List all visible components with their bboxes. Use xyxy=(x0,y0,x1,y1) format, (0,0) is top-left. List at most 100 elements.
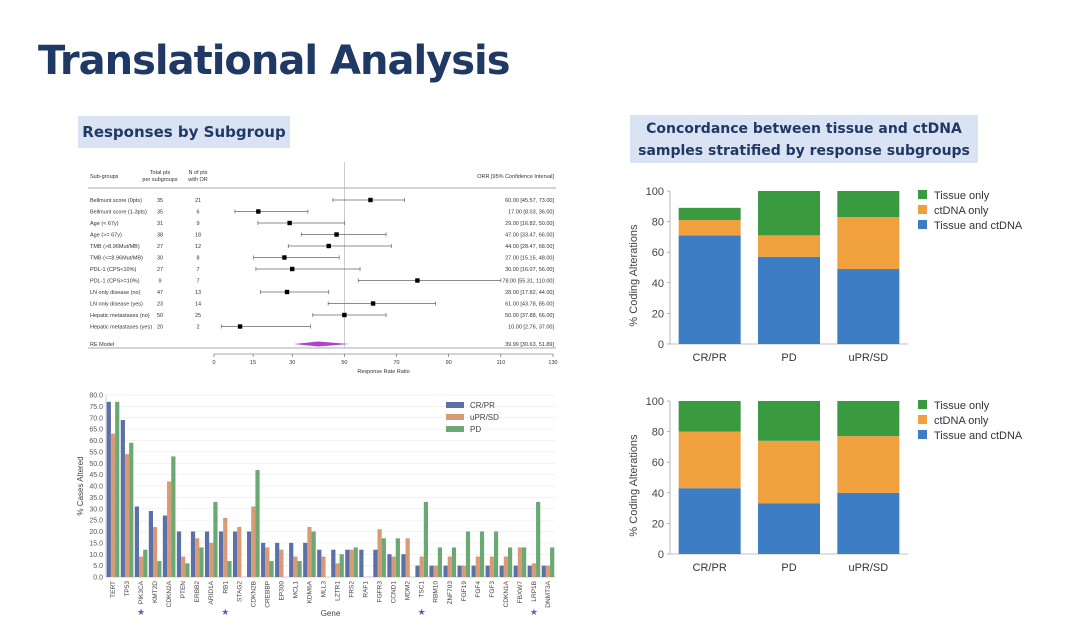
forest-point-bellmunt-score-1-3pts xyxy=(256,209,261,214)
genebar-bar-cdkn1a-upr-sd xyxy=(503,556,508,577)
forest-point-ln-only-disease-no xyxy=(284,289,290,295)
conc-top-ytick-0: 0 xyxy=(658,339,664,351)
conc-top-legend-swatch-ctdna-only xyxy=(918,205,927,214)
genebar-bar-znf703-upr-sd xyxy=(447,556,452,577)
genebar-bar-kdm6a-pd xyxy=(311,531,316,577)
genebar-bar-lrp1b-upr-sd xyxy=(531,563,537,577)
conc-bottom-legend-label-ctdna-only: ctDNA only xyxy=(934,415,989,427)
genebar-bar-mdm2-upr-sd xyxy=(405,538,410,577)
forest-xtick-label-70: 70 xyxy=(393,360,399,366)
genebar-bar-lrp1b-pd xyxy=(536,501,541,577)
conc-bottom-ytick-20: 20 xyxy=(652,518,664,530)
forest-value-tmb-8-96mut-mb: 44.00 [28.47, 68.00] xyxy=(505,244,554,250)
forest-n-age-67y: 18 xyxy=(195,233,201,239)
conc-top-bar-cr-pr-tissue-and-ctdna xyxy=(678,235,741,344)
forest-total-tmb-8-96mut-mb: 27 xyxy=(157,244,163,250)
genebar-xtick-fgf19: FGF19 xyxy=(461,581,468,602)
genebar-bar-fgf19-upr-sd xyxy=(461,565,466,577)
genebar-bar-mcl1-pd xyxy=(297,561,302,577)
genebar-bar-znf703-pd xyxy=(451,547,457,577)
genebar-xtick-rb1: RB1 xyxy=(222,581,229,594)
concordance-heading-line-2: samples stratified by response subgroups xyxy=(638,143,970,159)
forest-point-age-67y xyxy=(334,232,339,237)
genebar-star-pik3ca: ★ xyxy=(137,607,145,617)
genebar-bar-crebbp-pd xyxy=(269,561,274,577)
genebar-bar-mcl1-upr-sd xyxy=(293,556,298,577)
forest-total-hepatic-metastases-no: 50 xyxy=(157,313,163,319)
conc-top-bar-upr-sd-tissue-only xyxy=(837,191,900,218)
forest-value-ln-only-disease-yes: 61.00 [43.78, 85.00] xyxy=(505,302,554,308)
conc-bottom-legend-swatch-tissue-and-ctdna xyxy=(918,430,927,439)
genebar-bar-pik3ca-upr-sd xyxy=(138,556,144,577)
genebar-ytick-50-0: 50.0 xyxy=(89,461,103,468)
genebar-bar-mcl1-cr-pr xyxy=(289,542,294,577)
conc-bottom-bar-cr-pr-tissue-only xyxy=(678,401,741,432)
conc-bottom-bar-upr-sd-tissue-only xyxy=(837,401,900,437)
genebar-legend-label-pd: PD xyxy=(470,425,481,434)
forest-header-total-2: per subgroups xyxy=(142,177,177,183)
forest-value-hepatic-metastases-no: 50.00 [37.88, 66.00] xyxy=(505,313,554,319)
genebar-y-axis-label: % Cases Altered xyxy=(76,456,85,515)
forest-value-age-67y: 29.00 [16.82, 50.00] xyxy=(505,221,554,227)
conc-bottom-xtick-pd: PD xyxy=(781,562,796,574)
forest-point-bellmunt-score-0pts xyxy=(368,197,373,203)
genebar-xtick-tp53: TP53 xyxy=(124,581,131,597)
conc-top-legend-label-tissue-only: Tissue only xyxy=(934,190,990,202)
conc-top-legend-swatch-tissue-and-ctdna xyxy=(918,220,927,229)
genebar-xtick-tsc1: TSC1 xyxy=(419,581,426,598)
genebar-bar-arid1a-upr-sd xyxy=(209,542,214,577)
conc-bottom-bar-pd-tissue-and-ctdna xyxy=(758,503,820,554)
genebar-bar-cdkn2b-upr-sd xyxy=(251,506,256,577)
forest-label-ln-only-disease-no: LN only disease (no) xyxy=(90,290,141,296)
conc-top-y-axis-label: % Coding Alterations xyxy=(628,224,640,327)
genebar-legend-label-cr-pr: CR/PR xyxy=(470,401,495,410)
genebar-ytick-80-0: 80.0 xyxy=(89,393,103,400)
forest-n-tmb-8-96mut-mb: 8 xyxy=(196,256,199,262)
forest-total-age-67y: 38 xyxy=(157,233,163,239)
genebar-bar-ep300-upr-sd xyxy=(279,549,284,577)
genebar-bar-dnmt3a-cr-pr xyxy=(541,565,546,577)
genebar-bar-cdkn1a-pd xyxy=(507,547,513,577)
genebar-bar-kmt2d-cr-pr xyxy=(148,511,154,577)
genebar-bar-fgfr3-cr-pr xyxy=(373,549,378,577)
genebar-xtick-frs2: FRS2 xyxy=(349,581,356,598)
conc-top-bar-upr-sd-tissue-and-ctdna xyxy=(837,269,900,344)
genebar-bar-ccnd1-pd xyxy=(395,538,400,577)
genebar-bar-fgf3-pd xyxy=(493,531,499,577)
concordance-chart-bottom: 0 20 40 60 80 100 % Coding Alterations CR/PR PD u… xyxy=(628,396,1023,574)
genebar-bar-raf1-cr-pr xyxy=(359,549,364,577)
genebar-xtick-cdkn1a: CDKN1A xyxy=(503,580,510,607)
forest-label-tmb-8-96mut-mb: TMB (<=8.96Mut/MB) xyxy=(90,256,143,262)
forest-total-hepatic-metastases-yes: 20 xyxy=(157,325,163,331)
forest-value-bellmunt-score-0pts: 60.00 [45.57, 73.00] xyxy=(505,198,554,204)
genebar-bar-fbxw7-pd xyxy=(522,547,527,577)
genebar-ytick-35-0: 35.0 xyxy=(89,495,103,502)
genebar-xtick-mll3: MLL3 xyxy=(320,581,327,598)
genebar-bar-arid1a-pd xyxy=(213,501,218,577)
forest-value-bellmunt-score-1-3pts: 17.00 [8.03, 36.00] xyxy=(508,210,554,216)
genebar-bar-cdkn2a-pd xyxy=(171,456,176,577)
forest-total-bellmunt-score-1-3pts: 35 xyxy=(157,210,163,216)
genebar-xtick-lrp1b: LRP1B xyxy=(531,581,538,602)
page-title: Translational Analysis xyxy=(38,38,511,84)
conc-top-ytick-100: 100 xyxy=(646,186,664,198)
genebar-bar-kmt2d-upr-sd xyxy=(153,526,158,577)
genebar-bar-mdm2-cr-pr xyxy=(401,554,406,577)
conc-top-legend-swatch-tissue-only xyxy=(918,190,927,199)
forest-label-tmb-8-96mut-mb: TMB (>8.96Mut/MB) xyxy=(90,244,140,250)
genebar-ytick-75-0: 75.0 xyxy=(89,404,103,411)
genebar-bar-crebbp-cr-pr xyxy=(261,542,266,577)
genebar-ytick-45-0: 45.0 xyxy=(89,472,103,479)
forest-xtick-label-110: 110 xyxy=(496,360,505,366)
forest-label-re-model: RE Model xyxy=(90,342,114,348)
genebar-bar-lztr1-pd xyxy=(339,554,344,577)
forest-label-pdl-1-cps-10: PDL-1 (CPS<10%) xyxy=(90,267,136,273)
genebar-bar-tert-cr-pr xyxy=(106,401,111,577)
genebar-xtick-raf1: RAF1 xyxy=(363,581,370,598)
conc-bottom-bar-upr-sd-tissue-and-ctdna xyxy=(837,492,900,554)
genebar-ytick-70-0: 70.0 xyxy=(89,415,103,422)
genebar-xtick-kmt2d: KMT2D xyxy=(152,581,159,603)
genebar-bar-fgf4-upr-sd xyxy=(475,556,480,577)
genebar-bar-fgf19-cr-pr xyxy=(457,565,462,577)
